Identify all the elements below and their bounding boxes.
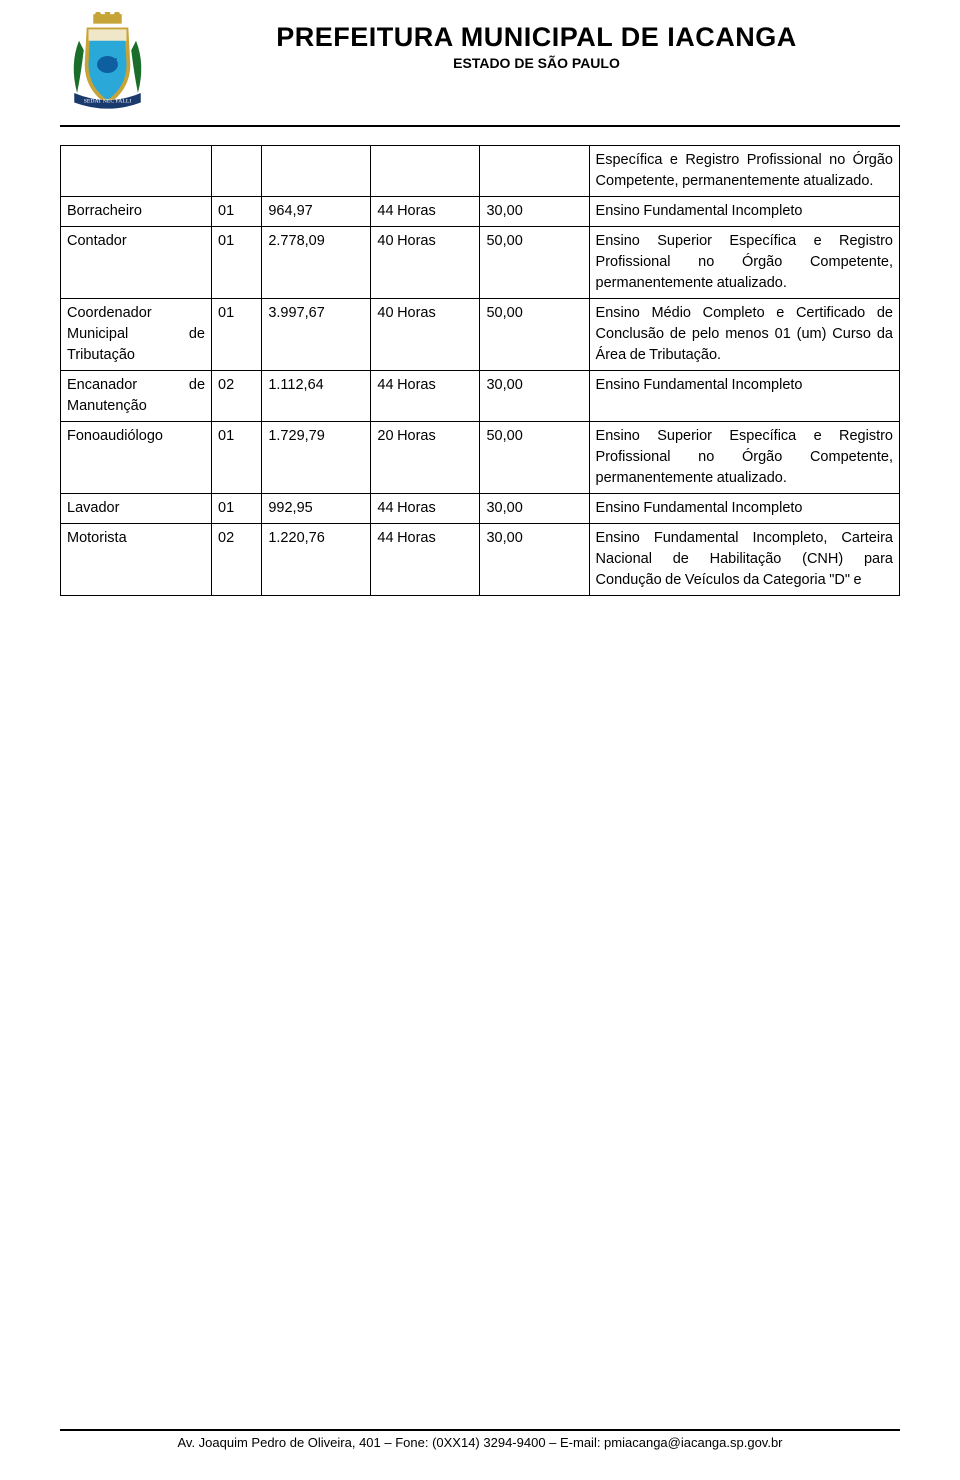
table-cell [262, 146, 371, 197]
table-cell [61, 146, 212, 197]
footer-text: Av. Joaquim Pedro de Oliveira, 401 – Fon… [60, 1435, 900, 1450]
table-cell [212, 146, 262, 197]
table-row: Específica e Registro Profissional no Ór… [61, 146, 900, 197]
table-cell: 50,00 [480, 299, 589, 371]
crest-icon: SEDAT NEC FALLI [60, 12, 155, 117]
table-cell: 1.729,79 [262, 422, 371, 494]
svg-text:SEDAT NEC FALLI: SEDAT NEC FALLI [84, 99, 132, 105]
table-cell: 3.997,67 [262, 299, 371, 371]
footer: Av. Joaquim Pedro de Oliveira, 401 – Fon… [60, 1429, 900, 1450]
page-container: SEDAT NEC FALLI PREFEITURA MUNICIPAL DE … [0, 0, 960, 596]
table-cell: 30,00 [480, 494, 589, 524]
table-cell: 40 Horas [371, 227, 480, 299]
table-cell: 964,97 [262, 197, 371, 227]
table-cell: Motorista [61, 524, 212, 596]
table-cell: 01 [212, 197, 262, 227]
crest-logo: SEDAT NEC FALLI [60, 12, 155, 117]
table-cell: 992,95 [262, 494, 371, 524]
table-cell: Ensino Fundamental Incompleto, Carteira … [589, 524, 899, 596]
table-cell: Ensino Superior Específica e Registro Pr… [589, 227, 899, 299]
table-cell: 01 [212, 227, 262, 299]
header-text-block: PREFEITURA MUNICIPAL DE IACANGA ESTADO D… [173, 12, 900, 71]
table-cell: 50,00 [480, 422, 589, 494]
table-cell: Ensino Fundamental Incompleto [589, 371, 899, 422]
positions-table: Específica e Registro Profissional no Ór… [60, 145, 900, 596]
header-divider [60, 125, 900, 127]
footer-divider [60, 1429, 900, 1431]
table-cell: 01 [212, 494, 262, 524]
table-cell [371, 146, 480, 197]
table-cell: 40 Horas [371, 299, 480, 371]
org-subtitle: ESTADO DE SÃO PAULO [173, 55, 900, 71]
org-title: PREFEITURA MUNICIPAL DE IACANGA [173, 22, 900, 53]
table-cell: 44 Horas [371, 371, 480, 422]
header: SEDAT NEC FALLI PREFEITURA MUNICIPAL DE … [60, 12, 900, 117]
table-row: Lavador01992,9544 Horas30,00Ensino Funda… [61, 494, 900, 524]
table-cell: Específica e Registro Profissional no Ór… [589, 146, 899, 197]
table-row: Borracheiro01964,9744 Horas30,00Ensino F… [61, 197, 900, 227]
table-cell: Contador [61, 227, 212, 299]
table-cell: Ensino Médio Completo e Certificado de C… [589, 299, 899, 371]
table-cell: 30,00 [480, 524, 589, 596]
table-cell: 1.220,76 [262, 524, 371, 596]
table-cell: Lavador [61, 494, 212, 524]
table-cell: 44 Horas [371, 524, 480, 596]
table-cell: Coordenador Municipal de Tributação [61, 299, 212, 371]
table-cell: 44 Horas [371, 494, 480, 524]
table-cell: Borracheiro [61, 197, 212, 227]
table-row: Contador012.778,0940 Horas50,00Ensino Su… [61, 227, 900, 299]
table-row: Motorista021.220,7644 Horas30,00Ensino F… [61, 524, 900, 596]
table-cell [480, 146, 589, 197]
table-cell: 30,00 [480, 371, 589, 422]
table-cell: 01 [212, 422, 262, 494]
table-cell: Ensino Superior Específica e Registro Pr… [589, 422, 899, 494]
table-cell: 2.778,09 [262, 227, 371, 299]
table-cell: Fonoaudiólogo [61, 422, 212, 494]
table-cell: 30,00 [480, 197, 589, 227]
table-cell: Ensino Fundamental Incompleto [589, 197, 899, 227]
table-row: Fonoaudiólogo011.729,7920 Horas50,00Ensi… [61, 422, 900, 494]
table-cell: 02 [212, 371, 262, 422]
table-cell: 1.112,64 [262, 371, 371, 422]
table-cell: Ensino Fundamental Incompleto [589, 494, 899, 524]
table-cell: 02 [212, 524, 262, 596]
table-row: Encanador de Manutenção021.112,6444 Hora… [61, 371, 900, 422]
table-cell: 44 Horas [371, 197, 480, 227]
table-row: Coordenador Municipal de Tributação013.9… [61, 299, 900, 371]
table-cell: 01 [212, 299, 262, 371]
table-cell: Encanador de Manutenção [61, 371, 212, 422]
table-cell: 20 Horas [371, 422, 480, 494]
table-cell: 50,00 [480, 227, 589, 299]
